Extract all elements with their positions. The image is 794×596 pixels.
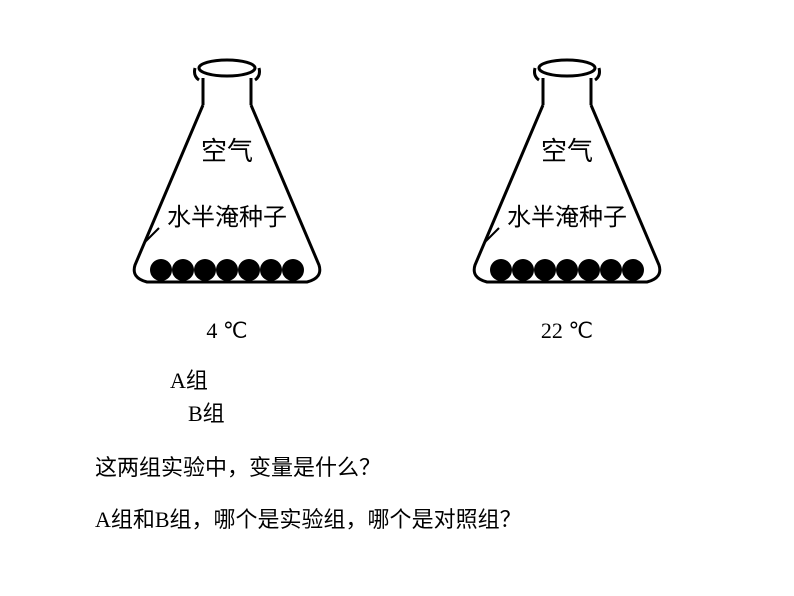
flask-a-seeds xyxy=(150,259,304,281)
flask-a-temperature: 4 ℃ xyxy=(206,318,247,344)
group-label-b: B组 xyxy=(188,397,794,430)
flask-b-air-label: 空气 xyxy=(541,137,593,166)
question-2: A组和B组，哪个是实验组，哪个是对照组？ xyxy=(95,500,794,540)
flask-a-svg: 空气 水半淹种子 xyxy=(117,50,337,310)
flask-a-wrapper: 空气 水半淹种子 4 ℃ xyxy=(117,50,337,344)
group-label-a: A组 xyxy=(170,364,794,397)
flask-a-air-label: 空气 xyxy=(201,137,253,166)
flask-b-water-label: 水半淹种子 xyxy=(507,204,627,231)
question-1: 这两组实验中，变量是什么？ xyxy=(95,448,794,488)
flask-b-temperature: 22 ℃ xyxy=(541,318,593,344)
flask-b-wrapper: 空气 水半淹种子 22 ℃ xyxy=(457,50,677,344)
flask-a-water-label: 水半淹种子 xyxy=(167,204,287,231)
flask-b-svg: 空气 水半淹种子 xyxy=(457,50,677,310)
flask-b-seeds xyxy=(490,259,644,281)
group-labels: A组 B组 xyxy=(170,364,794,430)
questions-section: 这两组实验中，变量是什么？ A组和B组，哪个是实验组，哪个是对照组？ xyxy=(95,448,794,539)
flasks-container: 空气 水半淹种子 4 ℃ 空气 xyxy=(0,0,794,344)
